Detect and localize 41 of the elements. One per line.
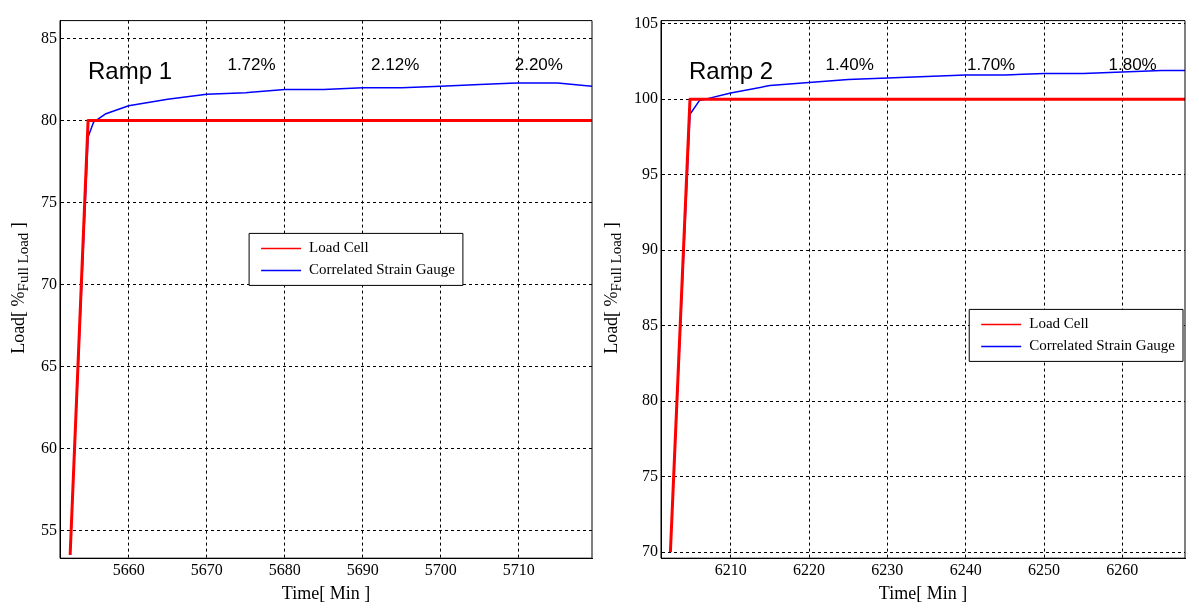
annotation: 2.20%	[514, 55, 563, 75]
y-tick-label: 65	[41, 356, 57, 374]
y-tick-label: 70	[642, 542, 658, 560]
annotation: 1.70%	[967, 55, 1016, 75]
y-tick-label: 85	[642, 315, 658, 333]
annotation: 1.80%	[1108, 55, 1157, 75]
x-tick-label: 6250	[1028, 561, 1061, 578]
annotation: Ramp 2	[689, 57, 774, 85]
x-tick-label: 5660	[112, 561, 145, 578]
y-tick-label: 95	[642, 164, 658, 182]
y-tick-label: 75	[642, 466, 658, 484]
y-tick-label: 90	[642, 240, 658, 258]
x-tick-label: 6240	[949, 561, 982, 578]
y-tick-label: 80	[642, 391, 658, 409]
legend-label: Correlated Strain Gauge	[309, 261, 456, 278]
y-tick-label: 80	[41, 110, 57, 128]
y-tick-label: 105	[634, 13, 658, 31]
annotation: 1.40%	[825, 55, 874, 75]
x-tick-label: 5670	[190, 561, 223, 578]
annotation: Ramp 1	[88, 57, 173, 85]
x-tick-label: 5680	[268, 561, 301, 578]
x-axis-title: Time[ Min ]	[281, 582, 371, 603]
y-tick-label: 85	[41, 28, 57, 46]
annotation: 1.72%	[227, 55, 276, 75]
x-tick-label: 6220	[793, 561, 826, 578]
legend-label: Correlated Strain Gauge	[1029, 337, 1176, 354]
y-tick-label: 60	[41, 438, 57, 456]
y-tick-label: 70	[41, 274, 57, 292]
x-tick-label: 5690	[346, 561, 379, 578]
x-tick-label: 5710	[502, 561, 535, 578]
annotation: 2.12%	[371, 55, 420, 75]
y-tick-label: 55	[41, 520, 57, 538]
y-tick-label: 75	[41, 192, 57, 210]
x-tick-label: 5700	[424, 561, 457, 578]
x-tick-label: 6210	[714, 561, 747, 578]
legend-label: Load Cell	[1029, 315, 1089, 332]
x-tick-label: 6230	[871, 561, 904, 578]
legend-label: Load Cell	[309, 239, 369, 256]
y-tick-label: 100	[634, 89, 658, 107]
x-axis-title: Time[ Min ]	[878, 582, 968, 603]
x-tick-label: 6260	[1106, 561, 1139, 578]
